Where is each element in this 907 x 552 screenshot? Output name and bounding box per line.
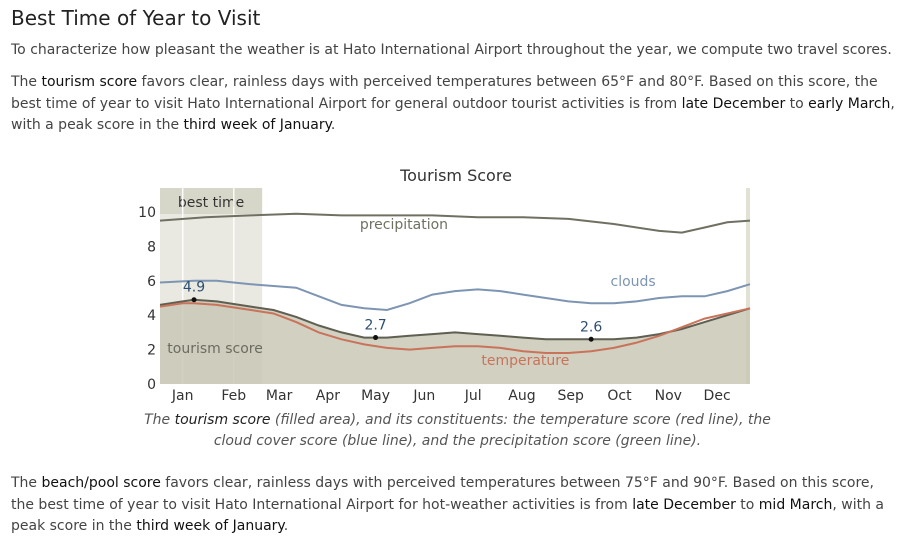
beach-text-5: . bbox=[283, 518, 289, 534]
chart-end-bar bbox=[746, 188, 750, 384]
x-tick-label: Sep bbox=[558, 388, 585, 404]
annotation-label: 4.9 bbox=[183, 280, 205, 296]
precipitation-label: precipitation bbox=[360, 217, 448, 233]
x-tick-label: Jan bbox=[171, 388, 194, 404]
x-tick-label: Apr bbox=[316, 388, 340, 404]
tourism-peak-period: third week of January bbox=[183, 117, 331, 133]
clouds-line bbox=[159, 279, 751, 312]
best-time-header bbox=[160, 188, 263, 214]
x-axis-ticks: Jan Feb Mar Apr May Jun Jul Aug Sep Oct Nov Dec bbox=[171, 388, 731, 404]
x-tick-label: Jul bbox=[464, 388, 482, 404]
beach-text-4: , with a peak score in the bbox=[11, 496, 884, 535]
x-tick-label: May bbox=[361, 388, 390, 404]
y-tick-label: 10 bbox=[138, 205, 156, 221]
caption-term: tourism score bbox=[174, 412, 271, 428]
tourism-score-term: tourism score bbox=[41, 74, 138, 90]
annotation-dot bbox=[191, 297, 197, 303]
x-tick-label: Jun bbox=[412, 388, 435, 404]
caption-text-1: The bbox=[144, 412, 175, 428]
section-title: Best Time of Year to Visit bbox=[11, 6, 261, 30]
tourism-score-area bbox=[160, 299, 750, 384]
y-tick-label: 4 bbox=[147, 308, 156, 324]
annotation-label: 2.6 bbox=[580, 319, 602, 335]
annotation-label: 2.7 bbox=[364, 318, 386, 334]
chart-title: Tourism Score bbox=[399, 166, 512, 185]
beach-text-3: to bbox=[735, 496, 759, 513]
tourism-score-chart: best time 0 2 4 6 8 10 Jan Feb Mar Apr May Jun Jul A… bbox=[138, 166, 751, 404]
tourism-score-line bbox=[159, 298, 751, 341]
annotation-dot bbox=[588, 336, 594, 342]
y-tick-label: 2 bbox=[147, 343, 156, 359]
tourism-text-1: The bbox=[11, 74, 42, 90]
x-tick-label: Aug bbox=[508, 388, 535, 404]
temperature-line bbox=[159, 302, 751, 354]
y-axis-ticks: 0 2 4 6 8 10 bbox=[138, 205, 156, 393]
clouds-label: clouds bbox=[611, 274, 656, 290]
beach-paragraph: The beach/pool score favors clear, rainl… bbox=[11, 473, 901, 538]
annotation-dot bbox=[373, 335, 379, 341]
peak-annotations: 4.9 2.7 2.6 bbox=[183, 280, 602, 342]
best-time-label: best time bbox=[178, 195, 244, 211]
x-tick-label: Mar bbox=[266, 388, 293, 404]
y-tick-label: 6 bbox=[147, 274, 156, 290]
tourism-start-period: late December bbox=[681, 95, 786, 112]
beach-text-2: favors clear, rainless days with perceiv… bbox=[11, 475, 874, 513]
chart-caption: The tourism score (filled area), and its… bbox=[130, 410, 785, 452]
caption-text-2: (filled area), and its constituents: the… bbox=[213, 412, 771, 449]
x-tick-label: Feb bbox=[221, 388, 246, 404]
tourism-text-3: to bbox=[785, 95, 809, 112]
y-tick-label: 8 bbox=[147, 239, 156, 255]
y-tick-label: 0 bbox=[147, 377, 156, 393]
intro-paragraph: To characterize how pleasant the weather… bbox=[11, 42, 892, 58]
beach-start-period: late December bbox=[632, 496, 736, 513]
tourism-paragraph: The tourism score favors clear, rainless… bbox=[11, 72, 901, 137]
tourism-end-period: early March bbox=[808, 95, 891, 112]
x-tick-label: Oct bbox=[607, 388, 632, 404]
x-tick-label: Nov bbox=[655, 388, 682, 404]
x-tick-label: Dec bbox=[704, 388, 731, 404]
tourism-text-4: , with a peak score in the bbox=[11, 95, 895, 134]
temperature-label: temperature bbox=[481, 353, 569, 369]
beach-text-1: The bbox=[11, 475, 42, 491]
precipitation-line bbox=[159, 212, 751, 234]
beach-score-term: beach/pool score bbox=[41, 475, 161, 491]
tourism-score-label: tourism score bbox=[167, 341, 263, 357]
beach-peak-period: third week of January bbox=[136, 518, 284, 534]
tourism-text-2: favors clear, rainless days with perceiv… bbox=[11, 74, 878, 112]
tourism-text-5: . bbox=[330, 117, 336, 133]
beach-end-period: mid March bbox=[758, 496, 833, 513]
